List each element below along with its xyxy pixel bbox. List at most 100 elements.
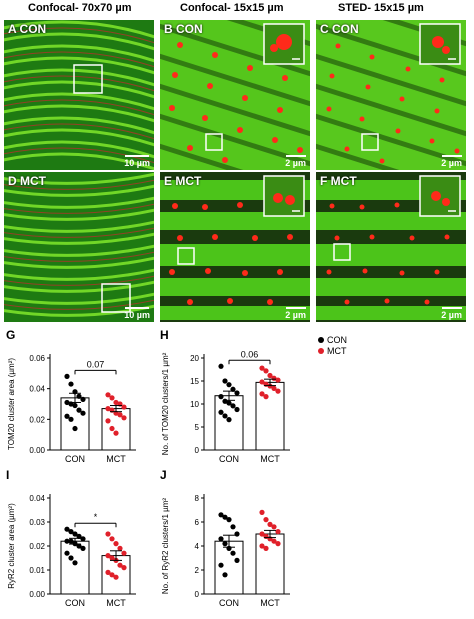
data-point xyxy=(105,569,111,575)
data-point xyxy=(259,509,265,515)
chart-label-i: I xyxy=(6,468,10,482)
legend-item-con: CON xyxy=(318,334,347,345)
legend: CON MCT xyxy=(318,334,347,356)
data-point xyxy=(64,550,70,556)
chart-j: No. of RyR2 clusters/1 µm² 0 2 4 6 8 CON MCT xyxy=(160,480,310,614)
data-point xyxy=(275,388,281,394)
data-point xyxy=(275,377,281,383)
data-point xyxy=(234,406,240,413)
data-point xyxy=(113,430,119,436)
y-tick-label: 0.02 xyxy=(29,415,45,424)
data-point xyxy=(259,365,265,371)
data-point xyxy=(259,379,265,385)
y-tick-label: 10 xyxy=(190,400,199,409)
y-tick-label: 0.00 xyxy=(29,446,45,455)
data-point xyxy=(76,543,82,549)
data-point xyxy=(113,399,119,406)
micrograph-d: D MCT 10 µm xyxy=(4,172,154,322)
data-point xyxy=(117,545,123,551)
panel-label-b: B CON xyxy=(164,22,203,36)
panel-label-d: D MCT xyxy=(8,174,46,188)
data-point xyxy=(72,425,78,432)
data-point xyxy=(271,524,277,530)
chart-h-svg: No. of TOM20 clusters/1 µm² 0 5 10 15 20 CON MC… xyxy=(161,349,290,464)
data-point xyxy=(263,368,269,374)
y-axis-label: No. of TOM20 clusters/1 µm² xyxy=(161,352,170,455)
chart-label-h: H xyxy=(160,328,169,342)
y-tick-label: 20 xyxy=(190,354,199,363)
data-point xyxy=(271,538,277,544)
data-point xyxy=(64,526,70,532)
data-point xyxy=(222,378,228,384)
data-point xyxy=(109,425,115,432)
x-tick-label: CON xyxy=(65,598,85,608)
data-point xyxy=(226,517,232,523)
data-point xyxy=(263,545,269,551)
data-point xyxy=(234,390,240,396)
x-tick-label: MCT xyxy=(106,454,126,464)
data-point xyxy=(121,415,127,421)
data-point xyxy=(267,372,273,379)
data-point xyxy=(222,572,228,578)
y-tick-label: 0.00 xyxy=(29,590,45,599)
data-point xyxy=(68,529,74,535)
data-point xyxy=(222,541,228,547)
data-point xyxy=(80,396,86,402)
data-point xyxy=(218,562,224,568)
data-point xyxy=(267,521,273,527)
chart-i: RyR2 cluster area (µm²) 0.00 0.01 0.02 0.03 0… xyxy=(6,480,156,614)
data-point xyxy=(263,394,269,400)
data-point xyxy=(76,533,82,539)
x-tick-label: CON xyxy=(219,454,239,464)
micrograph-a: A CON 10 µm xyxy=(4,20,154,170)
x-tick-label: CON xyxy=(219,598,239,608)
panel-label-c: C CON xyxy=(320,22,359,36)
y-tick-label: 0.04 xyxy=(29,385,45,394)
data-point xyxy=(105,392,111,398)
data-point xyxy=(72,531,78,537)
y-axis-label: RyR2 cluster area (µm²) xyxy=(7,503,16,589)
chart-g-svg: TOM20 cluster area (µm²) 0.00 0.02 0.04 0.06… xyxy=(7,354,136,464)
panel-label-f: F MCT xyxy=(320,174,357,188)
column-title-confocal-70: Confocal- 70x70 µm xyxy=(28,2,132,14)
data-point xyxy=(105,553,111,559)
x-tick-label: MCT xyxy=(260,454,280,464)
column-title-confocal-15: Confocal- 15x15 µm xyxy=(180,2,284,14)
data-point xyxy=(230,524,236,530)
data-point xyxy=(64,538,70,544)
data-point xyxy=(109,395,115,401)
data-point xyxy=(68,381,74,387)
data-point xyxy=(263,517,269,523)
data-point xyxy=(271,385,277,391)
data-point xyxy=(259,531,265,537)
y-tick-label: 0.04 xyxy=(29,494,45,503)
data-point xyxy=(218,536,224,542)
micrograph-d-image xyxy=(4,172,154,322)
data-point xyxy=(76,393,82,399)
data-point xyxy=(117,412,123,418)
scale-bar-b: 2 µm xyxy=(285,155,306,168)
micrograph-c-image xyxy=(316,20,466,170)
data-point xyxy=(64,373,70,379)
chart-label-j: J xyxy=(160,468,167,482)
y-tick-label: 0.01 xyxy=(29,566,45,575)
micrograph-b: B CON 2 µm xyxy=(160,20,310,170)
data-point xyxy=(113,574,119,580)
y-tick-label: 0.02 xyxy=(29,542,45,551)
column-title-sted-15: STED- 15x15 µm xyxy=(338,2,424,14)
data-point xyxy=(226,400,232,406)
data-point xyxy=(113,541,119,547)
data-point xyxy=(230,550,236,556)
y-tick-label: 8 xyxy=(195,494,200,503)
chart-g: TOM20 cluster area (µm²) 0.00 0.02 0.04 0.06… xyxy=(6,340,156,470)
data-point xyxy=(76,407,82,413)
data-point xyxy=(64,413,70,419)
data-point xyxy=(226,417,232,423)
panel-label-a: A CON xyxy=(8,22,47,36)
significance-label: 0.06 xyxy=(241,349,259,359)
chart-h: No. of TOM20 clusters/1 µm² 0 5 10 15 20 CON MC… xyxy=(160,340,310,470)
data-point xyxy=(222,413,228,419)
data-point xyxy=(230,386,236,392)
data-point xyxy=(234,557,240,563)
scale-bar-f: 2 µm xyxy=(441,307,462,320)
